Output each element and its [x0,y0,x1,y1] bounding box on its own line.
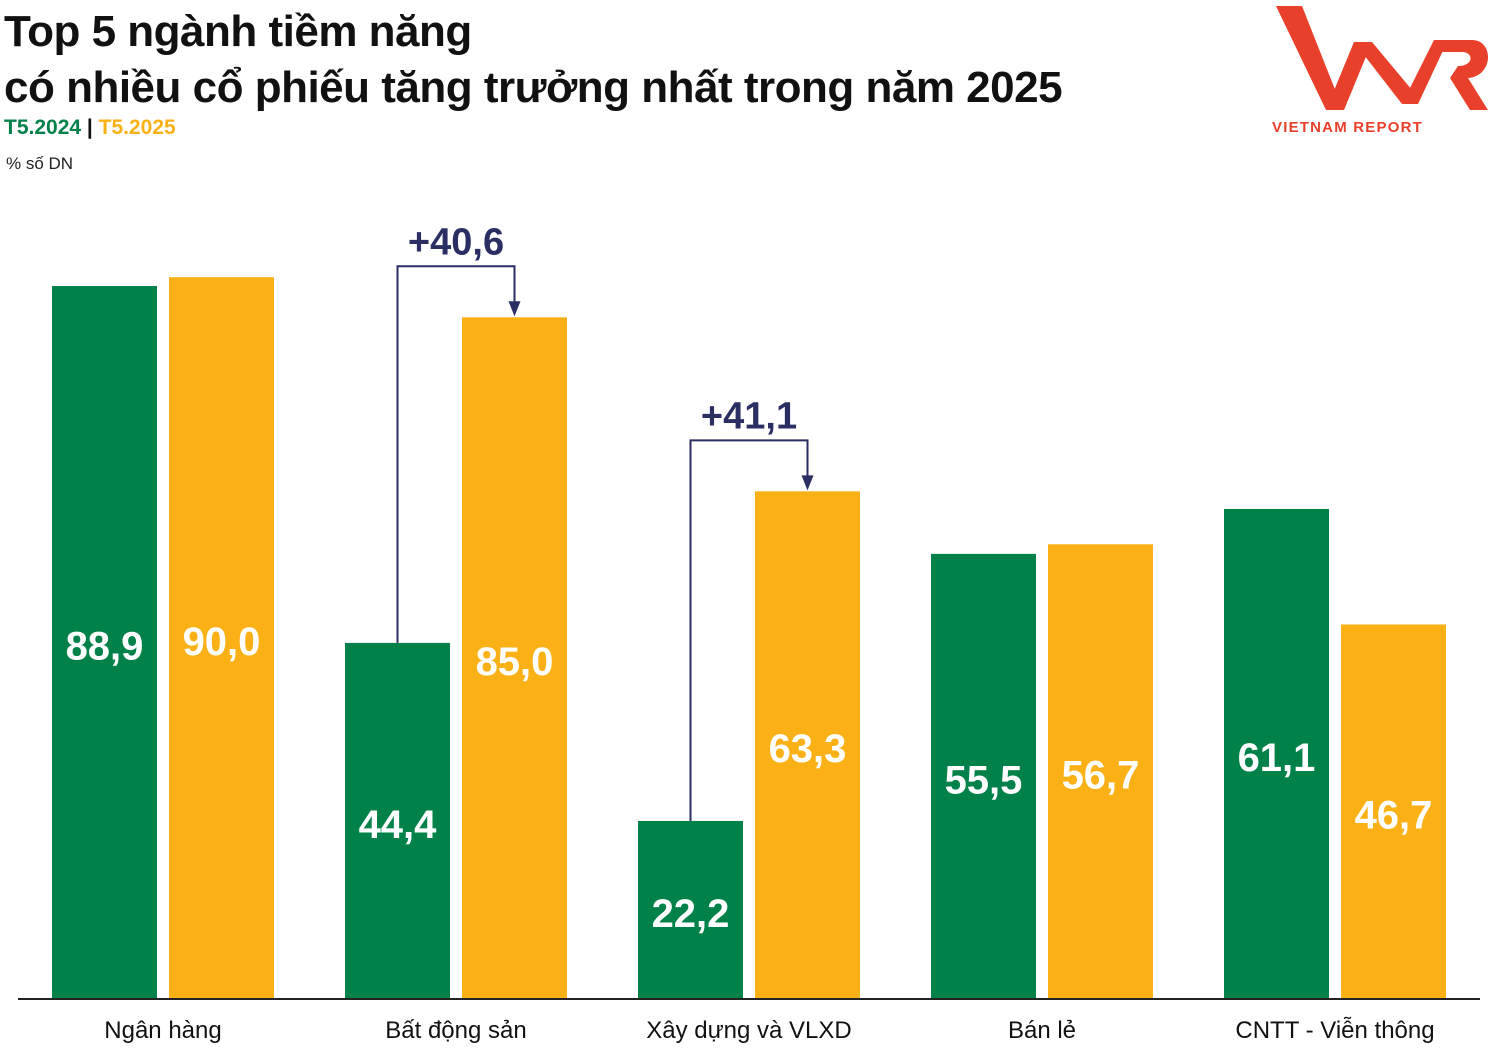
x-tick-label: Bất động sản [385,1017,526,1044]
legend-2024: T5.2024 [4,116,82,139]
change-bracket [689,439,809,821]
bar-value-label: 61,1 [1238,736,1316,780]
logo-tagline: VIETNAM REPORT [1272,119,1423,136]
bar-value-label: 44,4 [359,803,438,847]
title-line-2: có nhiều cổ phiếu tăng trưởng nhất trong… [4,63,1063,112]
bar-value-label: 85,0 [476,640,554,684]
bar-2024 [931,553,1036,999]
change-arrowhead [801,475,814,491]
bar-2024 [638,820,743,999]
x-tick-label: CNTT - Viễn thông [1235,1017,1434,1044]
bar-value-label: 46,7 [1355,794,1433,838]
bar-value-label: 88,9 [66,625,144,669]
bar-2025 [1341,624,1446,999]
bar-value-label: 55,5 [945,758,1023,802]
bar-value-label: 90,0 [183,620,261,664]
change-annotation-label: +41,1 [701,395,797,437]
bar-2024 [1224,508,1329,999]
bar-2025 [755,491,860,999]
bar-2025 [169,277,274,999]
bar-2025 [1048,544,1153,999]
bar-2024 [345,642,450,999]
chart-title: Top 5 ngành tiềm năng có nhiều cổ phiếu … [4,4,1063,116]
vnr-logo: VIETNAM REPORT [1272,6,1489,136]
legend: T5.2024 | T5.2025 [4,116,176,140]
title-line-1: Top 5 ngành tiềm năng [4,7,472,56]
legend-2025: T5.2025 [98,116,176,139]
change-arrowhead [508,301,521,317]
bar-value-label: 22,2 [652,892,730,936]
bar-value-label: 63,3 [769,727,847,771]
x-tick-label: Bán lẻ [1008,1017,1076,1044]
x-tick-label: Ngân hàng [104,1017,221,1044]
bar-2024 [52,286,157,1000]
bar-value-label: 56,7 [1062,754,1140,798]
x-tick-label: Xây dựng và VLXD [646,1017,852,1044]
unit-label: % số DN [6,154,74,173]
change-bracket [396,265,516,643]
change-annotation-label: +40,6 [408,221,504,263]
bar-2025 [462,317,567,999]
legend-separator: | [86,116,93,139]
